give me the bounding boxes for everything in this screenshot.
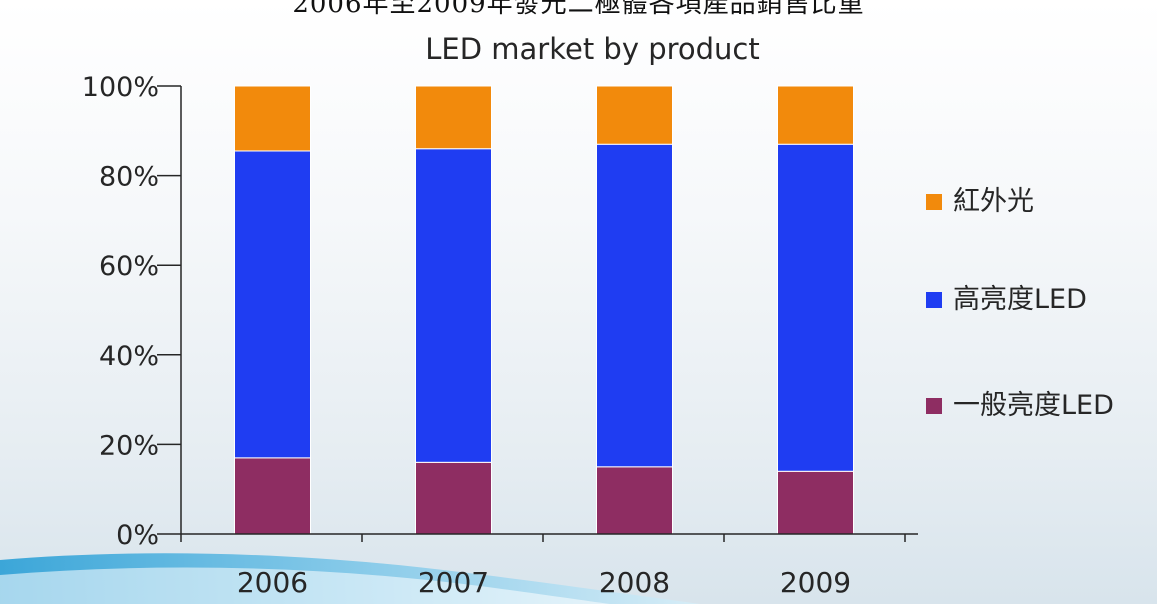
bar-2007-infrared	[415, 85, 492, 150]
axes	[157, 85, 918, 542]
legend-label: 一般亮度LED	[953, 390, 1114, 421]
bar-2006-standard-brightness	[234, 457, 311, 535]
y-tick-label: 40%	[99, 341, 159, 372]
legend-label: 高亮度LED	[953, 284, 1087, 315]
bar-2008-high-brightness	[596, 143, 673, 468]
bar-2007-high-brightness	[415, 148, 492, 463]
x-tick-label: 2006	[237, 566, 308, 599]
bar-2008-standard-brightness	[596, 466, 673, 535]
legend-label: 紅外光	[953, 186, 1034, 217]
bars-layer	[234, 85, 854, 535]
y-tick-label: 100%	[82, 72, 159, 103]
bar-2007-standard-brightness	[415, 461, 492, 535]
y-tick-label: 80%	[99, 162, 159, 193]
x-tick-label: 2007	[418, 566, 489, 599]
y-tick-label: 20%	[99, 430, 159, 461]
legend-swatch	[926, 194, 942, 210]
white-wave-decoration	[0, 567, 610, 604]
legend: 紅外光高亮度LED 一般亮度LED	[926, 0, 1157, 604]
y-tick-label: 60%	[99, 251, 159, 282]
legend-item: 一般亮度LED	[926, 390, 1114, 422]
bar-2008-infrared	[596, 85, 673, 145]
bar-2006-high-brightness	[234, 150, 311, 459]
x-tick-label: 2008	[599, 566, 670, 599]
chart-title: LED market by product	[425, 32, 760, 66]
bar-2009-high-brightness	[777, 143, 854, 472]
tick-labels: 0% 20% 40% 60% 80% 100% 2006 2007 2008 2009	[82, 72, 851, 599]
page-title: 2006年至2009年發光二極體各項產品銷售比重	[292, 0, 865, 19]
legend-item: 高亮度LED	[926, 284, 1087, 316]
bar-2006-infrared	[234, 85, 311, 152]
legend-swatch	[926, 398, 942, 414]
bar-2009-standard-brightness	[777, 470, 854, 535]
legend-swatch	[926, 292, 942, 308]
y-tick-label: 0%	[116, 520, 159, 551]
x-tick-label: 2009	[780, 566, 851, 599]
legend-item: 紅外光	[926, 186, 1034, 218]
bar-2009-infrared	[777, 85, 854, 145]
